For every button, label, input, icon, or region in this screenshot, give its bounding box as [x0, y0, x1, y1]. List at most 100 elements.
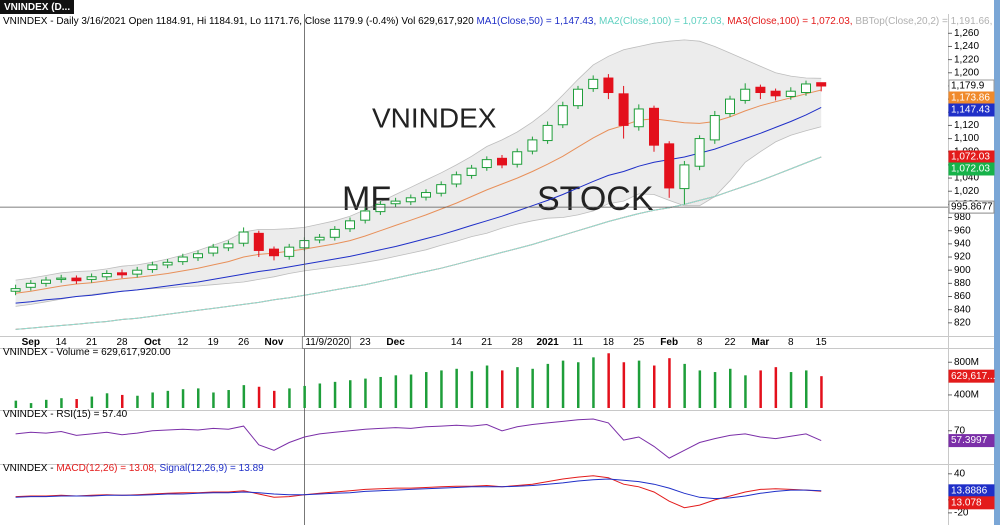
- header: VNINDEX - Daily 3/16/2021 Open 1184.91, …: [3, 16, 992, 27]
- volume-bar: [759, 370, 762, 408]
- volume-bar: [668, 358, 671, 408]
- crosshair-date: 11/9/2020: [305, 337, 349, 348]
- volume-bar: [805, 370, 808, 408]
- value-tag: 13.8886: [951, 485, 988, 496]
- legend-part: VNINDEX -: [3, 463, 56, 474]
- volume-bar: [622, 362, 626, 408]
- candle-body: [451, 174, 462, 185]
- y-tick-label: 960: [954, 225, 971, 236]
- x-tick-label: 23: [360, 337, 372, 348]
- candle-body: [390, 200, 401, 205]
- y-tick-label: 1,200: [954, 67, 979, 78]
- panel-legend: VNINDEX - MACD(12,26) = 13.08, Signal(12…: [3, 463, 264, 474]
- candle-body: [740, 88, 751, 101]
- volume-bar: [303, 385, 306, 408]
- volume-bar: [470, 371, 474, 408]
- chart-tab[interactable]: [0, 0, 74, 14]
- x-tick-label: 28: [116, 337, 128, 348]
- volume-bar: [364, 378, 367, 408]
- x-tick-label: 21: [481, 337, 493, 348]
- volume-bar: [774, 367, 778, 408]
- volume-bar: [60, 398, 63, 408]
- volume-bar: [683, 363, 686, 408]
- candle-body: [664, 143, 675, 189]
- legend-part: MACD(12,26) = 13.08,: [56, 463, 159, 474]
- candle-body: [649, 107, 659, 146]
- volume-bar: [45, 399, 48, 408]
- x-tick-label: 8: [697, 337, 703, 348]
- crosshair-value: 995.8677: [951, 202, 993, 213]
- x-tick-label: 11: [573, 337, 584, 348]
- candle-body: [542, 124, 553, 142]
- volume-bar: [546, 363, 550, 408]
- volume-bar: [227, 390, 230, 408]
- volume-bar: [440, 370, 443, 408]
- candle-body: [618, 93, 629, 126]
- volume-bar: [516, 367, 519, 408]
- candle-body: [709, 115, 720, 141]
- volume-bar: [637, 360, 641, 408]
- value-tag: 57.3997: [951, 435, 988, 446]
- candle-body: [284, 246, 295, 257]
- value-tag: 1,173.86: [951, 93, 990, 104]
- candle-body: [25, 282, 36, 288]
- volume-bar: [409, 374, 413, 408]
- window-border: [994, 0, 1000, 525]
- candle-body: [588, 78, 599, 90]
- candle-body: [10, 288, 21, 292]
- candle-body: [679, 164, 690, 190]
- candle-body: [238, 231, 249, 244]
- value-tag-box: [948, 369, 995, 383]
- candle-body: [421, 192, 431, 198]
- value-tag-box: [948, 103, 995, 117]
- candle-body: [497, 157, 507, 166]
- candle-body: [253, 232, 264, 251]
- x-tick-label: 15: [816, 337, 828, 348]
- volume-bar: [212, 392, 215, 408]
- candle-body: [466, 167, 477, 176]
- candle-body: [177, 256, 188, 263]
- volume-bar: [318, 383, 322, 408]
- volume-bar: [75, 399, 78, 408]
- volume-bar: [121, 394, 124, 408]
- candle-body: [603, 77, 614, 94]
- volume-bar: [181, 389, 185, 408]
- y-tick-label: 1,260: [954, 28, 979, 39]
- y-tick-label: 400M: [954, 390, 979, 401]
- candle-body: [101, 272, 112, 278]
- candle-body: [375, 203, 386, 213]
- y-tick-label: 880: [954, 278, 971, 289]
- volume-bar: [425, 372, 428, 408]
- indicator-line: [15, 478, 822, 500]
- volume-bar: [379, 376, 382, 408]
- volume-bar: [197, 388, 200, 408]
- x-tick-label: 25: [633, 337, 645, 348]
- y-tick-label: 1,240: [954, 41, 979, 52]
- y-tick-label: 70: [954, 425, 966, 436]
- panel-legend: VNINDEX - Volume = 629,617,920.00: [3, 347, 171, 358]
- candle-body: [132, 269, 143, 275]
- tab-label[interactable]: VNINDEX (D...: [4, 2, 70, 13]
- value-tag: 1,147.43: [951, 105, 990, 116]
- candle-body: [436, 184, 447, 194]
- volume-bar: [713, 372, 717, 408]
- moving-average: [15, 89, 822, 294]
- legend-part: Signal(12,26,9) = 13.89: [159, 463, 264, 474]
- candle-body: [56, 277, 67, 280]
- candle-body: [694, 138, 705, 167]
- candle-body: [557, 105, 568, 126]
- volume-bar: [744, 375, 747, 408]
- candle-body: [162, 261, 173, 266]
- value-tag: 1,179.9: [951, 81, 985, 92]
- volume-bar: [592, 357, 595, 408]
- candle-body: [801, 83, 811, 94]
- x-tick-label: 2021: [536, 337, 559, 348]
- volume-bar: [820, 376, 823, 408]
- candle-body: [71, 277, 82, 282]
- candle-body: [360, 210, 371, 221]
- candle-body: [329, 228, 340, 238]
- x-tick-label: Nov: [265, 337, 284, 348]
- header-part: MA1(Close,50) = 1,147.43,: [476, 16, 599, 27]
